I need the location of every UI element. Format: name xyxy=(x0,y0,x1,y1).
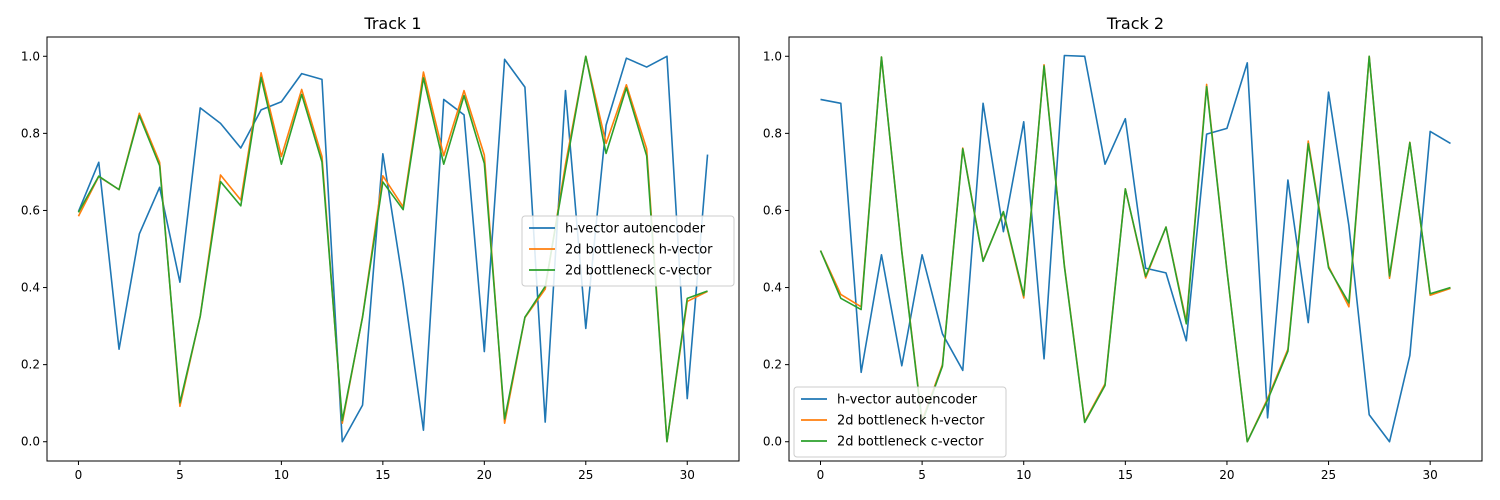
x-tick-label: 15 xyxy=(1118,468,1133,482)
legend: h-vector autoencoder 2d bottleneck h-vect… xyxy=(793,386,1007,458)
legend-box xyxy=(793,386,1007,458)
x-tick-label: 5 xyxy=(918,468,926,482)
y-tick-label: 0.2 xyxy=(763,358,782,372)
y-tick-label: 0.4 xyxy=(21,281,40,295)
x-tick-label: 5 xyxy=(176,468,184,482)
y-tick-label: 0.6 xyxy=(21,203,40,217)
x-tick-label: 30 xyxy=(1423,468,1438,482)
y-tick-label: 0.0 xyxy=(21,435,40,449)
plot-frame xyxy=(788,36,1483,462)
series-line-3 xyxy=(77,55,708,443)
series-line-1 xyxy=(820,54,1451,443)
y-tick-label: 1.0 xyxy=(763,49,782,63)
x-tick-label: 10 xyxy=(274,468,289,482)
plot-frame xyxy=(46,36,740,462)
x-tick-label: 20 xyxy=(1219,468,1234,482)
chart-panel-1: Track 1 0 5 10 15 20 25 30 0.0 0.2 0.4 0.6 0.8 1.0 h-v… xyxy=(21,14,740,482)
legend-label-2: 2d bottleneck h-vector xyxy=(565,243,713,258)
x-tick-label: 25 xyxy=(1321,468,1336,482)
legend-label-2: 2d bottleneck h-vector xyxy=(837,414,985,429)
chart-title: Track 1 xyxy=(363,14,421,33)
x-tick-label: 0 xyxy=(817,468,825,482)
legend-label-3: 2d bottleneck c-vector xyxy=(837,435,984,450)
y-tick-label: 0.0 xyxy=(763,435,782,449)
series-line-1 xyxy=(77,55,709,443)
legend-label-3: 2d bottleneck c-vector xyxy=(565,264,712,279)
x-tick-label: 0 xyxy=(75,468,83,482)
y-tick-label: 0.6 xyxy=(763,203,782,217)
x-tick-label: 30 xyxy=(680,468,695,482)
chart-panel-2: Track 2 0 5 10 15 20 25 30 0.0 0.2 0.4 0.6 0.8 1.0 h-v… xyxy=(763,14,1483,482)
y-tick-label: 1.0 xyxy=(21,49,40,63)
legend-label-1: h-vector autoencoder xyxy=(565,222,706,237)
x-tick-label: 20 xyxy=(477,468,492,482)
legend-box xyxy=(521,215,735,287)
chart-title: Track 2 xyxy=(1106,14,1164,33)
y-tick-label: 0.4 xyxy=(763,281,782,295)
y-tick-label: 0.8 xyxy=(763,126,782,140)
y-tick-label: 0.2 xyxy=(21,358,40,372)
x-tick-label: 15 xyxy=(375,468,390,482)
x-tick-label: 10 xyxy=(1016,468,1031,482)
series-line-2 xyxy=(819,55,1451,443)
y-tick-label: 0.8 xyxy=(21,126,40,140)
legend-label-1: h-vector autoencoder xyxy=(837,393,978,408)
legend: h-vector autoencoder 2d bottleneck h-vect… xyxy=(521,215,735,287)
x-tick-label: 25 xyxy=(578,468,593,482)
series-line-3 xyxy=(819,55,1451,443)
